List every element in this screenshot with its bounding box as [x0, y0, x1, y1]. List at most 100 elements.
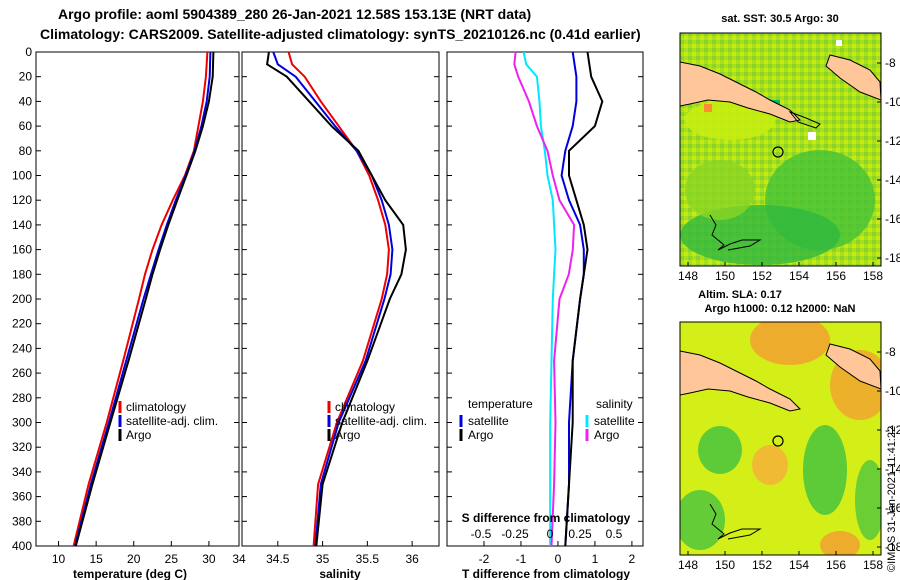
argo-location-marker: [772, 435, 784, 447]
s-difference-axis-label: S difference from climatology: [462, 511, 631, 525]
sst-patch: [685, 160, 755, 220]
map-y-tick-label: -12: [885, 134, 900, 148]
s-tick-label: 0.5: [606, 527, 623, 541]
map-x-tick-label: 158: [863, 269, 883, 283]
series-line-salinity-satellite: [522, 51, 557, 546]
sla-map-title-1: Altim. SLA: 0.17: [698, 289, 782, 301]
y-tick-label: 400: [12, 539, 32, 553]
x-tick-label: 30: [202, 552, 216, 566]
sla-map-frame: [679, 321, 882, 556]
x-tick-label: 2: [629, 552, 636, 566]
sst-pixel: [704, 104, 712, 112]
y-tick-label: 60: [19, 119, 33, 133]
legend-temperature-title: temperature: [468, 397, 533, 411]
sla-low: [680, 490, 725, 550]
salinity-legend: climatology satellite-adj. clim. Argo: [327, 400, 427, 442]
series-line-argo: [74, 51, 215, 547]
sst-map: [680, 33, 881, 266]
map-y-tick-label: -18: [885, 540, 900, 554]
map-y-tick-label: -18: [885, 251, 900, 265]
map-x-tick-label: 152: [752, 558, 772, 572]
s-tick-label: -0.25: [501, 527, 529, 541]
x-tick-label: 25: [165, 552, 179, 566]
y-tick-label: 80: [19, 144, 33, 158]
legend-salinity-title: salinity: [596, 397, 633, 411]
t-difference-axis-label: T difference from climatology: [462, 567, 630, 580]
y-tick-label: 100: [12, 169, 32, 183]
sla-map-title-2: Argo h1000: 0.12 h2000: NaN: [704, 303, 855, 315]
map-y-tick-label: -8: [885, 345, 896, 359]
x-tick-label: 20: [127, 552, 141, 566]
legend-climatology: climatology: [126, 400, 186, 414]
x-tick-label: 0: [555, 552, 562, 566]
copyright-text: ©IMOS 31-Jan-2021 11:41:22: [886, 425, 898, 572]
sla-high: [750, 322, 830, 365]
map-y-tick-label: -8: [885, 56, 896, 70]
legend-satellite-adj: satellite-adj. clim.: [126, 414, 218, 428]
series-line-satellite-adj-clim-: [74, 51, 212, 547]
sst-map-frame: [679, 32, 882, 267]
map-x-tick-label: 150: [715, 558, 735, 572]
y-tick-label: 40: [19, 94, 33, 108]
map-x-tick-label: 154: [789, 269, 809, 283]
series-line-temperature-satellite: [560, 51, 585, 547]
x-tick-label: 15: [89, 552, 103, 566]
title-line-1: Argo profile: aoml 5904389_280 26-Jan-20…: [58, 6, 532, 22]
island-land: [825, 343, 881, 390]
x-tick-label: -1: [516, 552, 527, 566]
series-line-climatology: [287, 51, 390, 547]
y-tick-label: 380: [12, 514, 32, 528]
y-tick-label: 120: [12, 193, 32, 207]
legend-climatology: climatology: [335, 400, 395, 414]
map-y-tick-label: -10: [885, 384, 900, 398]
map-x-tick-label: 150: [715, 269, 735, 283]
map-x-tick-label: 156: [826, 269, 846, 283]
sla-high: [820, 531, 860, 555]
y-tick-label: 20: [19, 70, 33, 84]
map-x-tick-label: 148: [678, 558, 698, 572]
x-tick-label: 1: [592, 552, 599, 566]
temperature-axis-label: temperature (deg C): [73, 567, 187, 580]
map-x-tick-label: 148: [678, 269, 698, 283]
new-guinea-land: [680, 61, 802, 123]
y-tick-label: 340: [12, 465, 32, 479]
title-line-2: Climatology: CARS2009. Satellite-adjuste…: [40, 26, 641, 42]
y-tick-label: 160: [12, 243, 32, 257]
map-y-tick-label: -14: [885, 173, 900, 187]
x-tick-label: 10: [52, 552, 66, 566]
x-tick-label: 36: [405, 552, 419, 566]
salinity-axis-label: salinity: [319, 567, 361, 580]
sla-low: [698, 426, 742, 474]
sla-high: [752, 445, 788, 485]
y-tick-label: 200: [12, 292, 32, 306]
x-tick-label: 34: [232, 552, 246, 566]
temperature-panel-frame: [35, 51, 240, 547]
y-tick-label: 220: [12, 317, 32, 331]
map-y-tick-label: -12: [885, 423, 900, 437]
y-tick-label: 140: [12, 218, 32, 232]
map-x-tick-label: 152: [752, 269, 772, 283]
map-x-tick-label: 154: [789, 558, 809, 572]
map-y-tick-label: -16: [885, 501, 900, 515]
island-outline: [788, 110, 821, 129]
legend-argo: Argo: [335, 428, 361, 442]
legend-s-satellite: satellite: [594, 414, 635, 428]
series-line-satellite-adj-clim-: [272, 51, 394, 547]
sst-missing-pixel: [808, 132, 816, 140]
sst-missing-pixel: [836, 40, 842, 46]
legend-argo: Argo: [126, 428, 152, 442]
y-tick-label: 260: [12, 366, 32, 380]
legend-t-argo: Argo: [468, 428, 494, 442]
sla-low: [855, 460, 881, 540]
y-tick-label: 240: [12, 341, 32, 355]
y-tick-label: 280: [12, 391, 32, 405]
y-tick-label: 360: [12, 490, 32, 504]
y-tick-label: 320: [12, 440, 32, 454]
temperature-legend: climatology satellite-adj. clim. Argo: [118, 400, 218, 442]
s-tick-label: 0.25: [568, 527, 592, 541]
new-guinea-land: [680, 350, 802, 412]
series-line-salinity-argo: [513, 51, 576, 547]
x-tick-label: 35: [316, 552, 330, 566]
s-difference-ticks: -0.5 -0.25 0 0.25 0.5: [471, 527, 623, 541]
